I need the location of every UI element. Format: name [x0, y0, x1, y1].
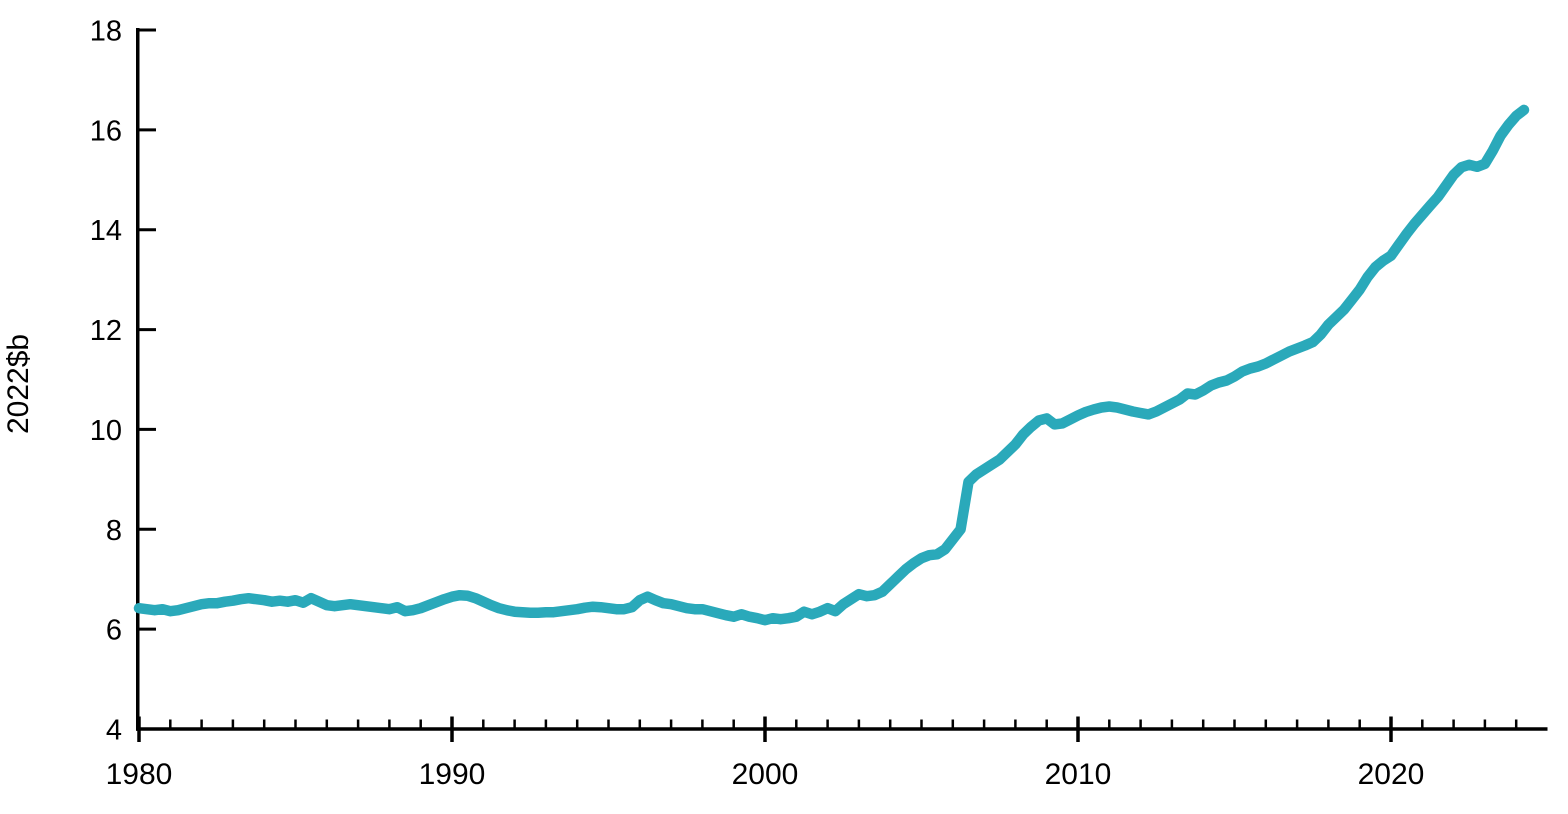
x-tick-label: 1990 [419, 758, 486, 791]
data-line [133, 104, 1530, 626]
x-tick-label: 2000 [732, 758, 799, 791]
labels-layer: 4 6 8 10 12 14 16 18 1980 1990 2000 2010 2020 [90, 16, 1425, 792]
x-tick-label: 2010 [1045, 758, 1112, 791]
x-tick-label: 2020 [1358, 758, 1425, 791]
y-tick-label: 12 [90, 315, 122, 347]
x-tick-label: 1980 [106, 758, 173, 791]
y-tick-label: 6 [106, 615, 122, 647]
y-tick-label: 14 [90, 215, 122, 247]
series-layer [133, 104, 1530, 626]
y-tick-label: 4 [106, 715, 122, 747]
y-axis-title: 2022$b [2, 334, 35, 434]
y-tick-label: 18 [90, 16, 122, 48]
y-tick-label: 16 [90, 115, 122, 147]
y-tick-label: 10 [90, 415, 122, 447]
axes-layer [136, 28, 1548, 742]
y-tick-label: 8 [106, 515, 122, 547]
